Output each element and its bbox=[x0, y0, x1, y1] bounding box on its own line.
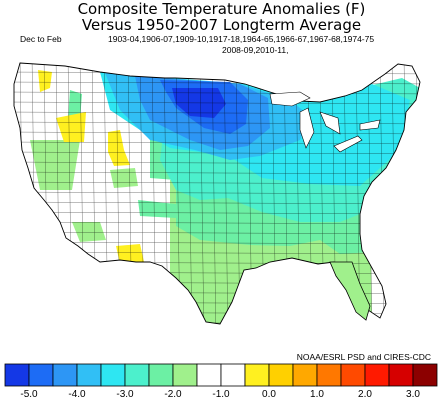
division-line bbox=[187, 63, 193, 324]
color-legend: -5.0-4.0-3.0-2.0-1.00.01.02.03.04.05.0 bbox=[4, 363, 438, 400]
division-line bbox=[14, 111, 420, 115]
division-line bbox=[14, 141, 420, 145]
legend-tick-labels: -5.0-4.0-3.0-2.0-1.00.01.02.03.04.05.0 bbox=[20, 389, 420, 400]
division-line bbox=[199, 63, 205, 324]
lake-michigan bbox=[299, 107, 315, 149]
legend-tick-label: -3.0 bbox=[116, 389, 134, 400]
yellow-region-idaho bbox=[108, 130, 130, 166]
legend-swatch bbox=[316, 363, 342, 387]
division-line bbox=[14, 101, 420, 105]
division-line bbox=[14, 171, 420, 175]
division-line bbox=[14, 91, 420, 95]
division-line bbox=[14, 181, 420, 185]
division-line bbox=[14, 63, 420, 65]
legend-tick-label: -4.0 bbox=[68, 389, 86, 400]
legend-swatch bbox=[28, 363, 54, 387]
legend-swatch bbox=[244, 363, 270, 387]
legend-swatch bbox=[292, 363, 318, 387]
yellow-region-arizona bbox=[116, 244, 144, 264]
legend-swatch bbox=[4, 363, 30, 387]
legend-swatch bbox=[124, 363, 150, 387]
legend-swatch bbox=[388, 363, 414, 387]
legend-swatch bbox=[268, 363, 294, 387]
legend-boxes bbox=[4, 363, 438, 387]
lake-huron bbox=[319, 111, 341, 135]
legend-swatch bbox=[196, 363, 222, 387]
season-label: Dec to Feb bbox=[20, 34, 62, 44]
legend-swatch bbox=[76, 363, 102, 387]
division-line bbox=[14, 151, 420, 155]
legend-tick-label: 2.0 bbox=[358, 389, 372, 400]
division-line bbox=[0, 332, 443, 334]
map-title: Composite Temperature Anomalies (F) bbox=[77, 0, 366, 18]
legend-swatch bbox=[52, 363, 78, 387]
anomaly-fill bbox=[14, 63, 420, 324]
division-line bbox=[211, 63, 217, 324]
division-line bbox=[428, 56, 432, 340]
yellow-region-oregon bbox=[38, 70, 86, 142]
legend-swatch bbox=[220, 363, 246, 387]
lake-superior bbox=[269, 91, 311, 107]
legend-swatch bbox=[100, 363, 126, 387]
legend-tick-label: 1.0 bbox=[310, 389, 324, 400]
division-line bbox=[14, 131, 420, 135]
legend-swatch bbox=[148, 363, 174, 387]
division-line bbox=[14, 321, 420, 324]
legend-tick-label: 0.0 bbox=[262, 389, 276, 400]
legend-swatch bbox=[412, 363, 438, 387]
legend-tick-label: -1.0 bbox=[212, 389, 230, 400]
legend-swatch bbox=[172, 363, 198, 387]
legend-tick-label: -2.0 bbox=[164, 389, 182, 400]
legend-tick-label: 3.0 bbox=[406, 389, 420, 400]
map-subtitle: Versus 1950-2007 Longterm Average bbox=[81, 16, 362, 34]
division-line bbox=[223, 63, 229, 324]
lake-erie bbox=[333, 135, 363, 153]
legend-tick-label: -5.0 bbox=[20, 389, 38, 400]
division-line bbox=[14, 161, 420, 165]
florida bbox=[329, 261, 371, 321]
us-anomaly-map bbox=[0, 56, 443, 340]
lake-ontario bbox=[359, 119, 381, 131]
legend-swatch bbox=[340, 363, 366, 387]
composite-years-line1: 1903-04,1906-07,1909-10,1917-18,1964-65,… bbox=[108, 34, 375, 44]
legend-swatch bbox=[364, 363, 390, 387]
composite-years-line2: 2008-09,2010-11, bbox=[222, 45, 289, 55]
data-credit: NOAA/ESRL PSD and CIRES-CDC bbox=[296, 352, 431, 362]
division-grid bbox=[0, 56, 443, 340]
